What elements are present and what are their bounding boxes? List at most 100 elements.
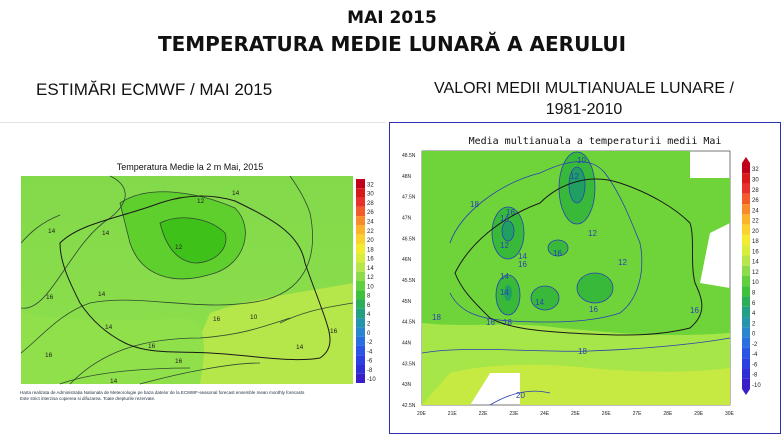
- contour-label: 16: [175, 358, 183, 365]
- colorbar-tick-label: 20: [752, 229, 759, 235]
- latitude-tick-label: 42.5N: [402, 403, 416, 409]
- colorbar-swatch: [356, 308, 365, 319]
- colorbar-tick-label: 24: [752, 208, 759, 214]
- latitude-tick-label: 46N: [402, 257, 412, 263]
- colorbar-tick-label: -2: [752, 342, 758, 348]
- colorbar-tick-label: -10: [367, 377, 376, 383]
- colorbar-swatch: [742, 337, 750, 348]
- contour-label: 20: [516, 391, 525, 400]
- colorbar-swatch: [356, 206, 365, 217]
- contour-label: 12: [175, 244, 183, 251]
- contour-label: 10: [577, 156, 586, 165]
- colorbar-tick-label: 28: [752, 188, 759, 194]
- colorbar-swatch: [742, 193, 750, 205]
- colorbar-tick-label: 2: [367, 322, 371, 328]
- colorbar-tick-label: -4: [367, 349, 373, 355]
- colorbar-swatch: [356, 327, 365, 337]
- left-contour-labels: 16 14 12 14 12 14 14 16 16 10 16 14 16 1…: [45, 190, 338, 385]
- contour-label: 16: [213, 316, 221, 323]
- right-map-heading-line1: VALORI MEDII MULTIANUALE LUNARE /: [434, 80, 734, 97]
- colorbar-min-arrow: [742, 389, 750, 395]
- longitude-tick-label: 26E: [602, 411, 612, 417]
- latitude-tick-label: 44N: [402, 341, 412, 347]
- contour-label: 14: [500, 288, 509, 297]
- colorbar-tick-label: -6: [367, 359, 373, 365]
- contour-label: 14: [105, 324, 113, 331]
- longitude-tick-label: 24E: [540, 411, 550, 417]
- contour-label: 12: [197, 198, 205, 205]
- colorbar-swatch: [356, 336, 365, 346]
- left-map-title: Temperatura Medie la 2 m Mai, 2015: [116, 162, 264, 172]
- contour-label: 18: [470, 200, 479, 209]
- contour-label: 14: [110, 378, 118, 385]
- colorbar-tick-label: -8: [367, 368, 373, 374]
- colorbar-tick-label: 12: [752, 270, 759, 276]
- colorbar-swatch: [742, 204, 750, 215]
- colorbar-tick-label: 14: [367, 266, 374, 272]
- contour-label: 16: [690, 306, 699, 315]
- colorbar-tick-label: 2: [752, 321, 756, 327]
- colorbar-tick-label: 32: [367, 182, 374, 188]
- colorbar-tick-label: 20: [367, 238, 374, 244]
- contour-label: 16: [148, 343, 156, 350]
- colorbar-swatch: [356, 225, 365, 235]
- longitude-tick-label: 29E: [694, 411, 704, 417]
- latitude-tick-label: 48N: [402, 174, 412, 180]
- colorbar-tick-label: 6: [367, 303, 371, 309]
- longitude-tick-label: 22E: [479, 411, 489, 417]
- left-contours: [20, 175, 354, 385]
- colorbar-swatch: [742, 286, 750, 297]
- colorbar-swatch: [356, 243, 365, 254]
- colorbar-swatch: [742, 245, 750, 256]
- contour-label: 16: [45, 352, 53, 359]
- climatology-map-panel: Media multianuala a temperaturii medii M…: [389, 122, 781, 434]
- left-map-heading: ESTIMĂRI ECMWF / MAI 2015: [36, 80, 273, 99]
- ecmwf-forecast-map: 16 14 12 14 12 14 14 16 16 10 16 14 16 1…: [20, 175, 376, 385]
- colorbar-tick-label: 4: [367, 312, 371, 318]
- colorbar-tick-label: 14: [752, 260, 759, 266]
- left-footnote-line2: Este strict interzisa copierea si difuza…: [20, 396, 156, 401]
- colorbar-swatch: [356, 299, 365, 309]
- colorbar-swatch: [356, 290, 365, 300]
- cool-zone-core: [160, 217, 226, 263]
- longitude-tick-label: 28E: [663, 411, 673, 417]
- right-map-heading: VALORI MEDII MULTIANUALE LUNARE / 1981-2…: [400, 78, 768, 120]
- latitude-tick-label: 47.5N: [402, 195, 416, 201]
- latitude-tick-label: 47N: [402, 216, 412, 222]
- longitude-tick-label: 27E: [633, 411, 643, 417]
- contour-label: 16: [486, 318, 495, 327]
- colorbar-swatch: [742, 173, 750, 184]
- colorbar-tick-label: 0: [367, 331, 371, 337]
- colorbar-swatch: [742, 234, 750, 246]
- colorbar-swatch: [742, 183, 750, 194]
- colorbar-swatch: [742, 368, 750, 379]
- colorbar-swatch: [742, 347, 750, 359]
- colorbar-tick-label: -8: [752, 373, 758, 379]
- colorbar-swatch: [742, 214, 750, 225]
- latitude-tick-label: 43N: [402, 382, 412, 388]
- colorbar-tick-label: 26: [367, 210, 374, 216]
- contour-label: 12: [618, 258, 627, 267]
- colorbar-tick-label: 24: [367, 220, 374, 226]
- colorbar-swatch: [356, 281, 365, 291]
- colorbar-tick-label: 30: [752, 177, 759, 183]
- latitude-tick-label: 46.5N: [402, 236, 416, 242]
- colorbar-tick-label: -2: [367, 340, 373, 346]
- colorbar-swatch: [742, 276, 750, 287]
- climatology-map: 10 12 18 16 14 12 14 16 16 12 14 12 14 1…: [402, 150, 761, 417]
- colorbar-tick-label: 16: [367, 257, 374, 263]
- right-map-title: Media multianuala a temperaturii medii M…: [468, 136, 722, 147]
- colorbar-swatch: [742, 306, 750, 318]
- colorbar-tick-label: 22: [367, 229, 374, 235]
- contour-label: 16: [506, 208, 515, 217]
- colorbar-tick-label: 10: [367, 284, 374, 290]
- colorbar-swatch: [356, 271, 365, 281]
- colorbar-tick-label: 18: [367, 247, 374, 253]
- colorbar-tick-label: 12: [367, 275, 374, 281]
- colorbar-swatch: [742, 224, 750, 235]
- colorbar-swatch: [356, 179, 365, 189]
- colorbar-swatch: [742, 255, 750, 266]
- colorbar-max-arrow: [742, 157, 750, 163]
- contour-label: 16: [553, 249, 562, 258]
- longitude-tick-label: 25E: [571, 411, 581, 417]
